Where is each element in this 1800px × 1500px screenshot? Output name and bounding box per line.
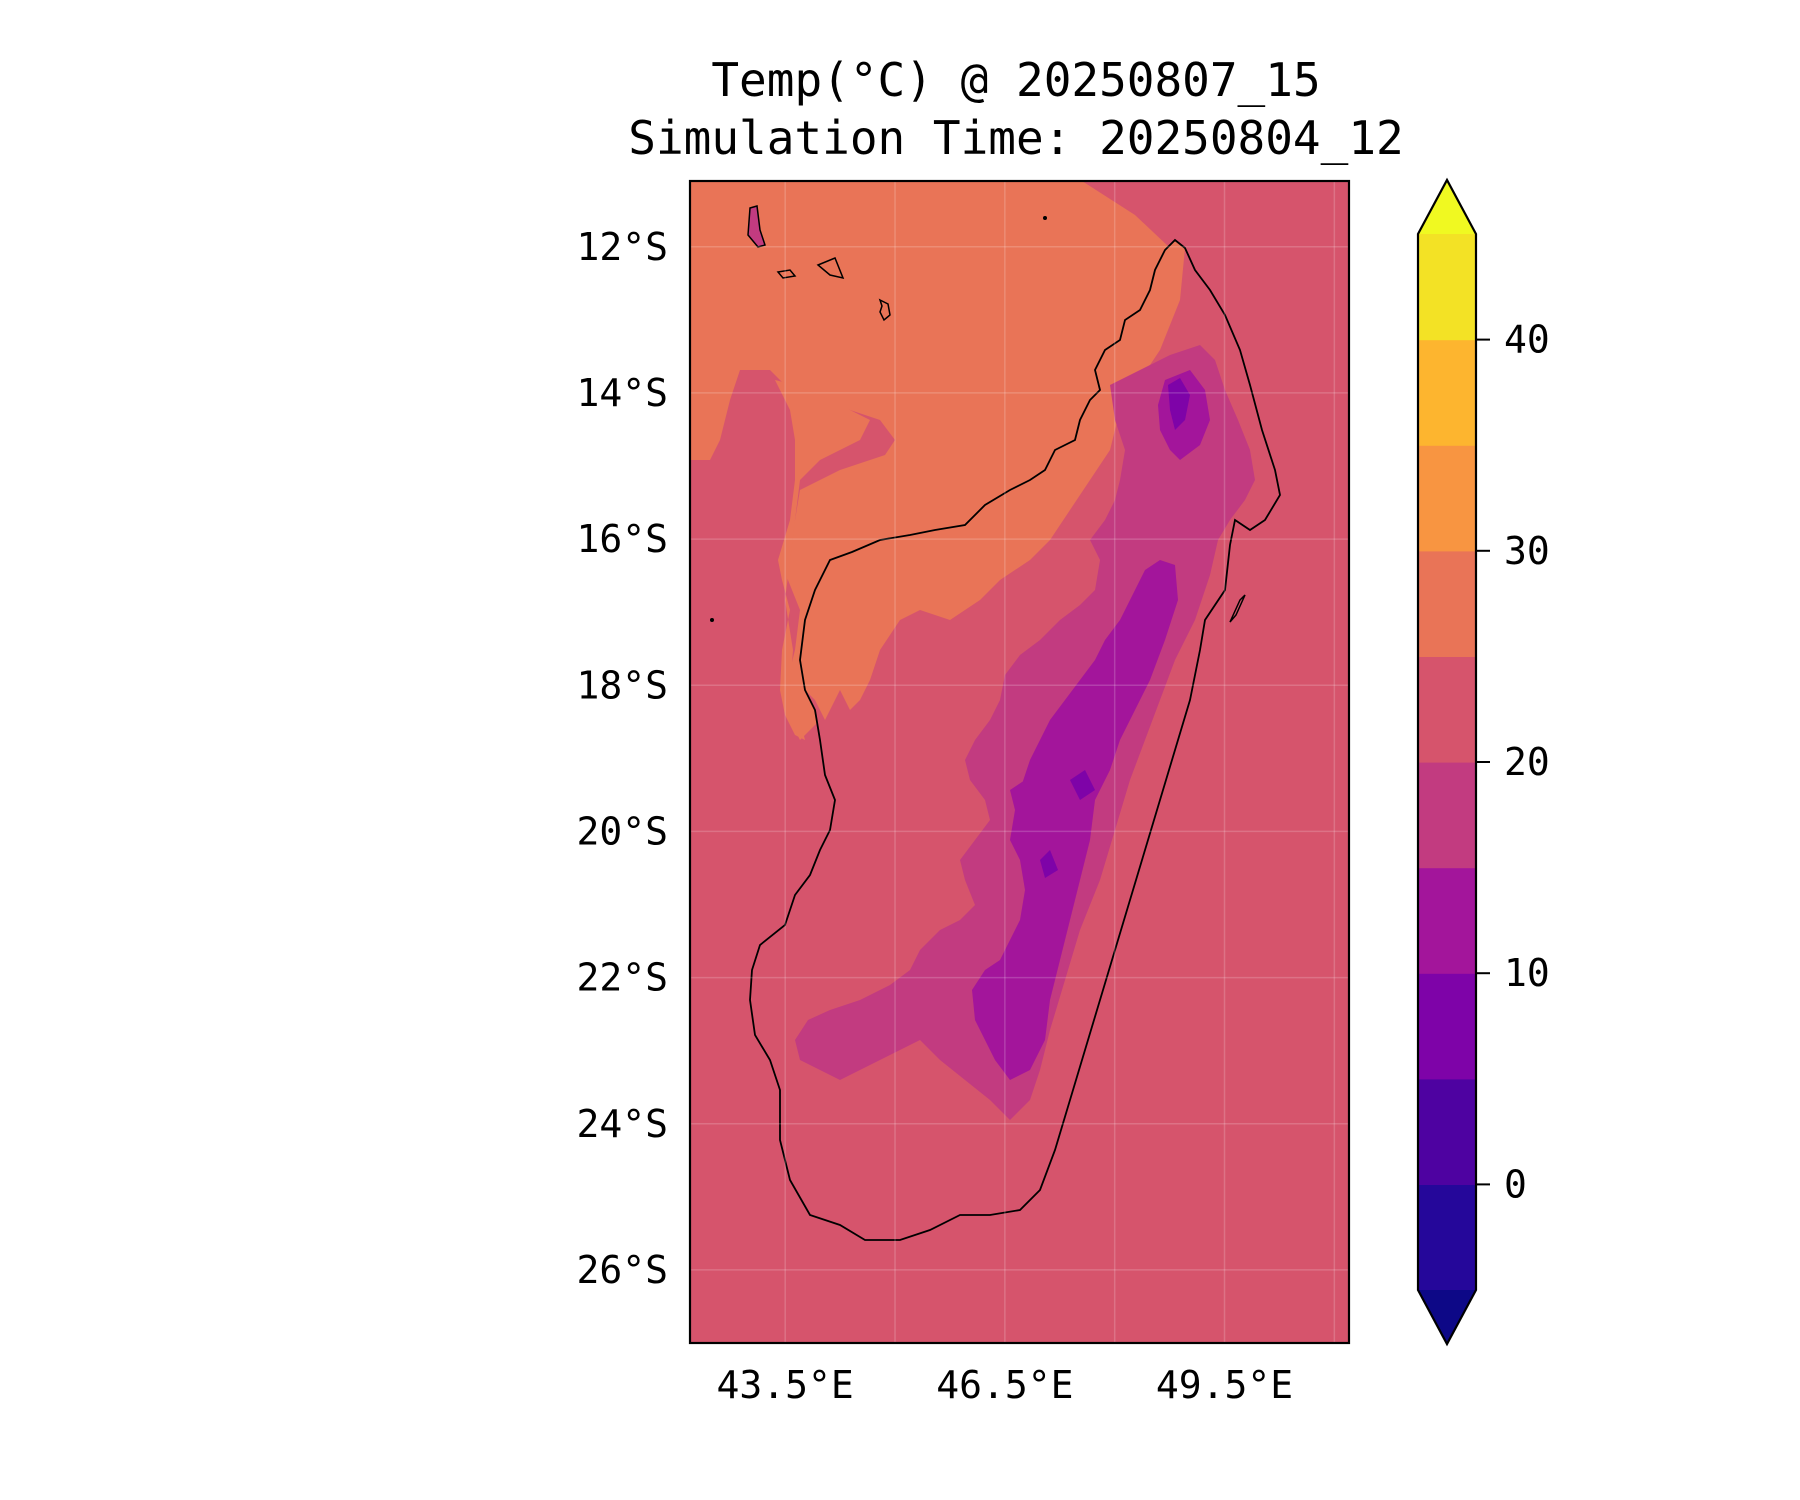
- mayotte-island: [878, 298, 891, 322]
- madagascar-coastline: [749, 238, 1281, 1241]
- comoros-island-3: [816, 257, 845, 280]
- colorbar-band-0: [1418, 1184, 1476, 1291]
- colorbar-over-triangle: [1418, 180, 1476, 234]
- colorbar-band-5: [1418, 656, 1476, 763]
- lat-tick-label: 26°S: [576, 1248, 668, 1292]
- lon-tick-label: 43.5°E: [717, 1363, 854, 1407]
- lat-tick-label: 24°S: [576, 1102, 668, 1146]
- colorbar-tick-labels: 0 10 20 30 40: [1476, 318, 1550, 1206]
- comoros-island-main: [747, 205, 766, 248]
- colorbar-band-1: [1418, 1078, 1476, 1185]
- lon-tick-label: 49.5°E: [1156, 1363, 1293, 1407]
- colorbar-band-4: [1418, 762, 1476, 869]
- cold-interior-region: [972, 370, 1210, 1080]
- colorbar-tick-label: 40: [1504, 318, 1550, 362]
- colorbar-band-8: [1418, 339, 1476, 446]
- colorbar-tick-label: 30: [1504, 529, 1550, 573]
- lat-tick-label: 16°S: [576, 517, 668, 561]
- comoros-island-2: [776, 269, 797, 279]
- small-island: [1043, 216, 1047, 220]
- longitude-tick-labels: 43.5°E 46.5°E 49.5°E: [717, 1363, 1294, 1407]
- colorbar-band-6: [1418, 550, 1476, 657]
- map-frame: [688, 179, 1351, 1345]
- colorbar-tick-label: 20: [1504, 740, 1550, 784]
- cool-highlands-region: [795, 345, 1255, 1120]
- colorbar-bands: [1418, 234, 1476, 1291]
- map-title-line1: Temp(°C) @ 20250807_15: [711, 53, 1320, 107]
- latitude-tick-labels: 12°S 14°S 16°S 18°S 20°S 22°S 24°S 26°S: [576, 225, 668, 1292]
- lat-tick-label: 18°S: [576, 663, 668, 707]
- lat-tick-label: 12°S: [576, 225, 668, 269]
- lon-tick-label: 46.5°E: [936, 1363, 1073, 1407]
- sainte-marie-island: [1229, 594, 1246, 623]
- colorbar-outline: [1416, 177, 1478, 1347]
- colorbar-band-3: [1418, 867, 1476, 974]
- small-island-west: [710, 618, 714, 622]
- lat-tick-label: 22°S: [576, 956, 668, 1000]
- colorbar-band-9: [1418, 234, 1476, 341]
- colorbar-under-triangle: [1418, 1290, 1476, 1344]
- lat-tick-label: 14°S: [576, 371, 668, 415]
- colorbar-tick-label: 10: [1504, 951, 1550, 995]
- colorbar-band-2: [1418, 973, 1476, 1080]
- map-title-line2: Simulation Time: 20250804_12: [628, 111, 1403, 165]
- land-warm-region: [800, 240, 1185, 720]
- map-gridlines: [690, 181, 1349, 1343]
- colorbar-band-7: [1418, 445, 1476, 552]
- colorbar-tick-label: 0: [1504, 1162, 1527, 1206]
- coldest-spots: [1040, 378, 1190, 878]
- temperature-colorbar: 0 10 20 30 40: [1416, 177, 1550, 1347]
- warm-coastal-strip: [770, 370, 870, 740]
- map-panel: 12°S14°S16°S18°S20°S22°S24°S26°S 43.5°E 4…: [576, 179, 1351, 1407]
- lat-tick-label: 20°S: [576, 809, 668, 853]
